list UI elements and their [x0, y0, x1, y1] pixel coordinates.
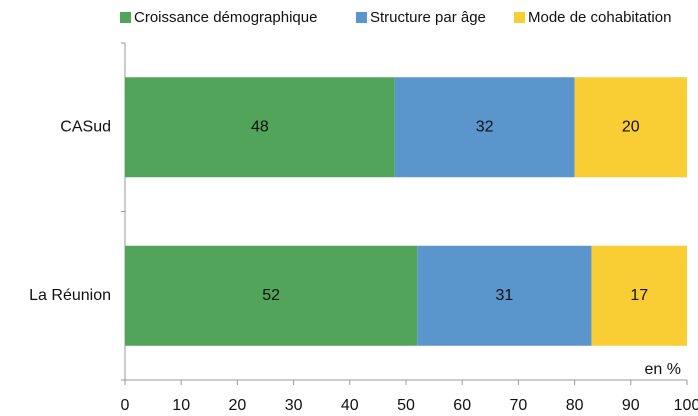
bar-label: 31 [495, 287, 513, 304]
bar-label: 32 [476, 118, 494, 135]
legend-label: Structure par âge [370, 9, 486, 26]
x-tick-label: 70 [510, 397, 528, 414]
x-tick-label: 90 [622, 397, 640, 414]
bar [394, 77, 575, 178]
bar-label: 52 [262, 287, 280, 304]
x-tick-label: 10 [172, 397, 190, 414]
bar-label: 17 [630, 287, 648, 304]
x-tick-label: 0 [121, 397, 130, 414]
legend-swatch [514, 12, 525, 23]
x-tick-label: 60 [453, 397, 471, 414]
bar [574, 77, 687, 178]
x-tick-label: 50 [397, 397, 415, 414]
y-tick-label: La Réunion [29, 287, 111, 304]
x-tick-label: 80 [566, 397, 584, 414]
x-tick-label: 30 [285, 397, 303, 414]
legend-swatch [356, 12, 367, 23]
legend-label: Mode de cohabitation [528, 9, 671, 26]
y-tick-label: CASud [60, 118, 111, 135]
bar [417, 245, 592, 346]
bar [125, 245, 418, 346]
x-tick-label: 100 [674, 397, 698, 414]
legend-swatch [120, 12, 131, 23]
bar [591, 245, 687, 346]
x-tick-label: 40 [341, 397, 359, 414]
bar-label: 48 [251, 118, 269, 135]
legend-label: Croissance démographique [134, 9, 317, 26]
bar-label: 20 [622, 118, 640, 135]
x-tick-label: 20 [229, 397, 247, 414]
bar [125, 77, 395, 178]
unit-annotation: en % [645, 361, 681, 378]
